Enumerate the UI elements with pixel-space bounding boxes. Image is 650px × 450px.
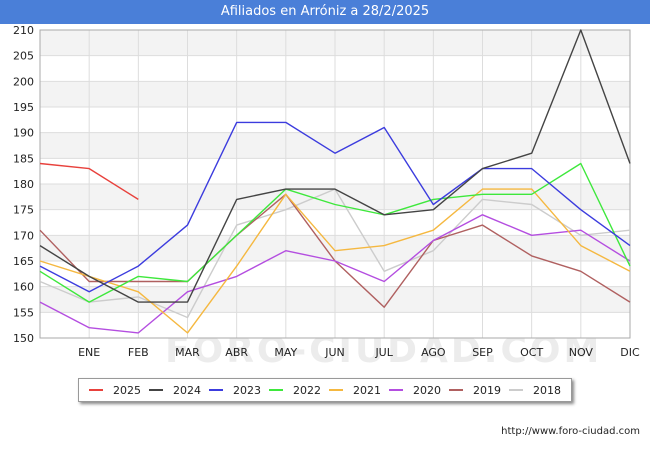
- y-tick-label: 165: [13, 255, 34, 268]
- legend-swatch: [209, 389, 223, 391]
- y-tick-label: 210: [13, 24, 34, 37]
- legend-swatch: [449, 389, 463, 391]
- y-tick-label: 205: [13, 50, 34, 63]
- series-line-2022: [39, 162, 631, 303]
- y-tick-label: 160: [13, 281, 34, 294]
- legend-item-2021: 2021: [329, 384, 381, 397]
- y-tick-label: 170: [13, 229, 34, 242]
- x-tick-label: NOV: [569, 346, 594, 359]
- legend-swatch: [89, 389, 103, 391]
- y-tick-label: 195: [13, 101, 34, 114]
- legend-item-2024: 2024: [149, 384, 201, 397]
- legend-swatch: [269, 389, 283, 391]
- y-tick-label: 190: [13, 127, 34, 140]
- x-tick-label: OCT: [520, 346, 543, 359]
- legend-item-2025: 2025: [89, 384, 141, 397]
- x-tick-label: JUN: [324, 346, 345, 359]
- y-tick-label: 180: [13, 178, 34, 191]
- series-line-2024: [39, 29, 631, 303]
- source-url: http://www.foro-ciudad.com: [501, 426, 640, 437]
- legend-item-2020: 2020: [389, 384, 441, 397]
- y-tick-label: 185: [13, 152, 34, 165]
- legend-label: 2020: [413, 383, 441, 397]
- legend-label: 2019: [473, 383, 501, 397]
- x-tick-label: ENE: [78, 346, 100, 359]
- x-tick-label: FEB: [128, 346, 149, 359]
- legend-label: 2024: [173, 383, 201, 397]
- plot-frame: [39, 29, 631, 339]
- y-tick-label: 175: [13, 204, 34, 217]
- x-tick-label: JUL: [374, 346, 393, 359]
- x-tick-label: MAR: [175, 346, 200, 359]
- legend-label: 2023: [233, 383, 261, 397]
- legend-label: 2022: [293, 383, 321, 397]
- legend-item-2019: 2019: [449, 384, 501, 397]
- series-line-2025: [39, 162, 139, 200]
- legend-label: 2025: [113, 383, 141, 397]
- y-tick-label: 150: [13, 332, 34, 345]
- series-line-2023: [39, 121, 631, 293]
- chart-legend: 2025 2024 2023 2022 2021 2020 2019 2018: [78, 378, 572, 402]
- legend-label: 2021: [353, 383, 381, 397]
- legend-item-2022: 2022: [269, 384, 321, 397]
- y-tick-label: 200: [13, 75, 34, 88]
- x-tick-label: ABR: [225, 346, 248, 359]
- legend-swatch: [509, 389, 523, 391]
- series-line-2021: [39, 188, 631, 334]
- x-tick-label: MAY: [274, 346, 297, 359]
- x-tick-label: SEP: [472, 346, 493, 359]
- legend-swatch: [149, 389, 163, 391]
- legend-item-2023: 2023: [209, 384, 261, 397]
- x-tick-label: DIC: [620, 346, 640, 359]
- legend-label: 2018: [533, 383, 561, 397]
- series-line-2020: [39, 214, 631, 334]
- x-tick-label: AGO: [421, 346, 446, 359]
- y-tick-label: 155: [13, 306, 34, 319]
- legend-item-2018: 2018: [509, 384, 561, 397]
- chart-title: Afiliados en Arróniz a 28/2/2025: [0, 0, 650, 24]
- legend-swatch: [329, 389, 343, 391]
- legend-swatch: [389, 389, 403, 391]
